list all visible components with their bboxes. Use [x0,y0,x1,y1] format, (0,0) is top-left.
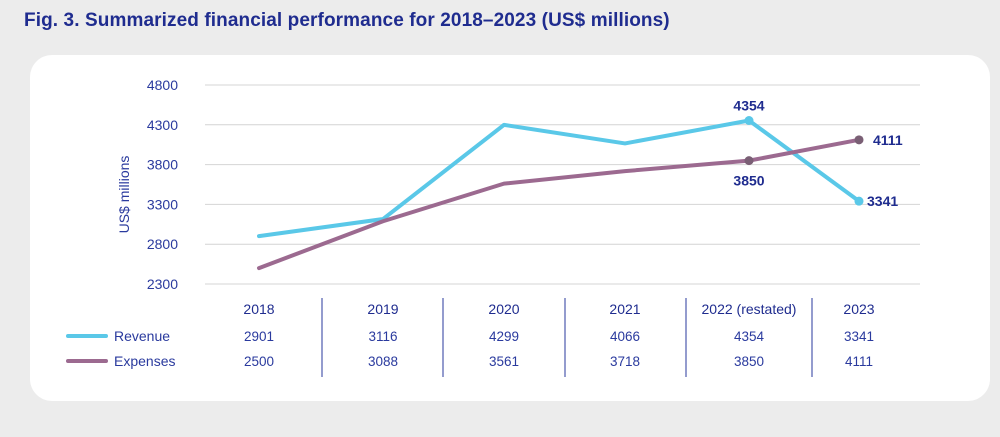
table-cell-expenses: 3561 [489,354,519,369]
line-chart: 2300 2800 3300 3800 4300 4800 US$ millions 2018… [66,77,920,377]
y-tick-label: 3800 [147,157,178,173]
data-label: 4111 [873,132,903,148]
x-category-label: 2022 (restated) [702,301,797,317]
x-category-label: 2018 [243,301,274,317]
table-cell-revenue: 2901 [244,329,274,344]
data-point-marker [744,116,754,126]
table-cell-expenses: 3088 [368,354,398,369]
data-label: 4354 [733,98,764,114]
series-line-revenue [257,118,861,239]
table-cell-expenses: 3850 [734,354,764,369]
data-label: 3850 [733,173,764,189]
table-cell-revenue: 3116 [368,329,397,344]
table-cell-expenses: 4111 [845,354,873,369]
legend-label-expenses: Expenses [114,353,175,369]
data-label: 3341 [867,193,898,209]
legend-label-revenue: Revenue [114,328,170,344]
table-cell-revenue: 4299 [489,329,519,344]
data-point-marker [744,156,754,166]
x-category-label: 2019 [367,301,398,317]
x-category-label: 2021 [609,301,640,317]
data-point-marker [854,135,864,145]
figure-title: Fig. 3. Summarized financial performance… [24,10,670,31]
x-category-label: 2020 [488,301,519,317]
chart-card: 2300 2800 3300 3800 4300 4800 US$ millions 2018… [30,55,990,401]
table-cell-expenses: 3718 [610,354,640,369]
y-tick-label: 2800 [147,236,178,252]
data-point-marker [854,196,864,206]
y-tick-label: 3300 [147,196,178,212]
x-category-label: 2023 [843,301,874,317]
table-cell-revenue: 4354 [734,329,765,344]
y-axis-title: US$ millions [116,156,132,234]
y-tick-label: 4800 [147,77,178,93]
table-cell-revenue: 4066 [610,329,640,344]
table-cell-revenue: 3341 [844,329,874,344]
table-cell-expenses: 2500 [244,354,274,369]
y-tick-label: 2300 [147,276,178,292]
series-line-expenses [257,137,861,271]
y-tick-label: 4300 [147,117,178,133]
